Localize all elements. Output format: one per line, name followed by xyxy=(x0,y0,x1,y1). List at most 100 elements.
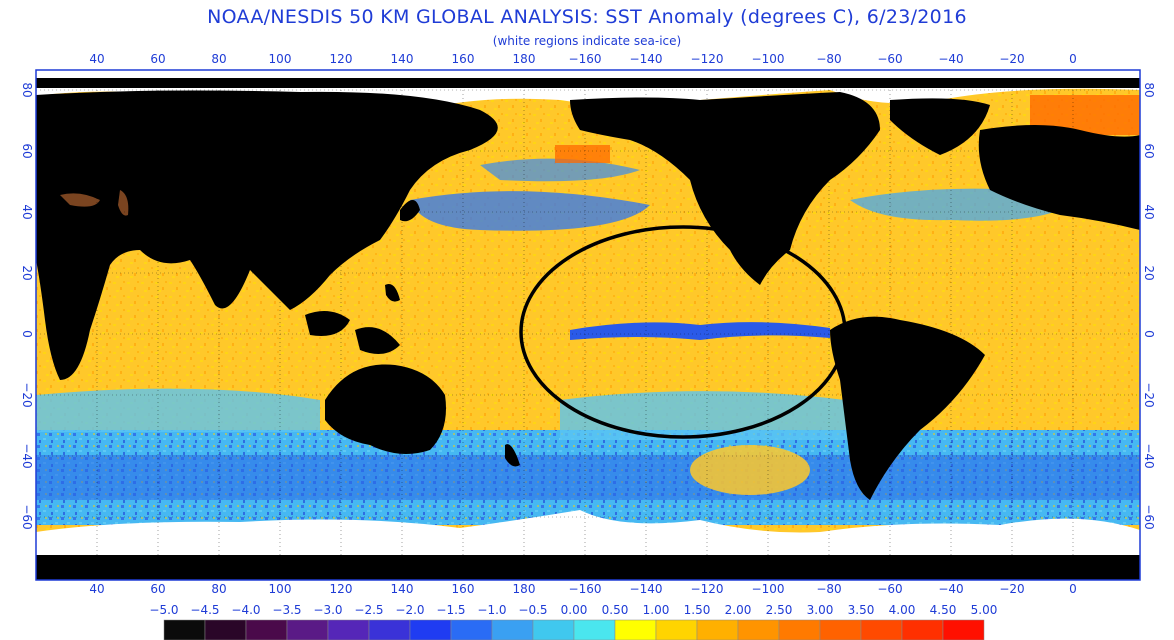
colorbar-swatch xyxy=(163,619,206,640)
longitude-tick-label: 120 xyxy=(329,582,353,596)
colorbar-tick-label: −1.5 xyxy=(436,603,466,617)
arctic-land-strip xyxy=(36,78,1140,88)
longitude-tick-label: −80 xyxy=(816,582,842,596)
colorbar-swatch xyxy=(696,619,739,640)
longitude-tick-label: 180 xyxy=(512,52,536,66)
bering-warm-patch xyxy=(555,145,610,163)
colorbar-swatch xyxy=(409,619,452,640)
longitude-tick-label: 140 xyxy=(390,582,414,596)
colorbar-swatch xyxy=(450,619,493,640)
colorbar-tick-label: −4.0 xyxy=(231,603,261,617)
longitude-tick-label: −60 xyxy=(877,582,903,596)
latitude-tick-label: −20 xyxy=(1142,382,1156,408)
north-america xyxy=(570,92,880,285)
latitude-tick-label: 80 xyxy=(20,82,34,98)
latitude-tick-label: 60 xyxy=(20,143,34,159)
colorbar-swatch xyxy=(819,619,862,640)
colorbar-tick-label: −3.5 xyxy=(272,603,302,617)
latitude-tick-label: −40 xyxy=(1142,443,1156,469)
longitude-tick-label: 160 xyxy=(451,52,475,66)
latitude-tick-label: 0 xyxy=(20,330,34,338)
longitude-tick-label: 160 xyxy=(451,582,475,596)
latitude-tick-label: 20 xyxy=(1142,265,1156,281)
longitude-tick-label: 0 xyxy=(1069,582,1077,596)
longitude-tick-label: 60 xyxy=(150,52,166,66)
longitude-tick-label: −120 xyxy=(690,582,724,596)
longitude-tick-label: 60 xyxy=(150,582,166,596)
sumatra-borneo xyxy=(305,311,350,336)
colorbar-swatch xyxy=(942,619,985,640)
latitude-tick-label: 60 xyxy=(1142,143,1156,159)
colorbar-tick-label: 3.50 xyxy=(847,603,875,617)
longitude-tick-label: 100 xyxy=(268,582,292,596)
aral-sea xyxy=(118,190,129,216)
colorbar-swatch xyxy=(532,619,575,640)
latitude-tick-label: 0 xyxy=(1142,330,1156,338)
latitude-tick-label: 40 xyxy=(1142,204,1156,220)
longitude-tick-label: −160 xyxy=(568,52,602,66)
colorbar-tick-label: 5.00 xyxy=(970,603,998,617)
colorbar-tick-label: −5.0 xyxy=(149,603,179,617)
colorbar-swatch xyxy=(655,619,698,640)
colorbar-tick-label: 2.50 xyxy=(765,603,793,617)
colorbar-tick-label: −0.5 xyxy=(518,603,548,617)
colorbar-swatch xyxy=(573,619,616,640)
greenland xyxy=(890,98,990,155)
colorbar-swatch xyxy=(204,619,247,640)
longitude-tick-label: −80 xyxy=(816,52,842,66)
eurasia-africa xyxy=(36,90,498,380)
colorbar-tick-label: 3.00 xyxy=(806,603,834,617)
latitude-tick-label: 80 xyxy=(1142,82,1156,98)
colorbar-tick-label: −4.5 xyxy=(190,603,220,617)
longitude-tick-label: −40 xyxy=(938,52,964,66)
colorbar-tick-label: −2.0 xyxy=(395,603,425,617)
indian-ocean-south-cool xyxy=(36,388,320,432)
longitude-tick-label: −160 xyxy=(568,582,602,596)
longitude-tick-label: −40 xyxy=(938,582,964,596)
colorbar-tick-label: 0.50 xyxy=(601,603,629,617)
map-frame xyxy=(35,69,1141,581)
latitude-tick-label: 40 xyxy=(20,204,34,220)
colorbar-tick-label: 1.50 xyxy=(683,603,711,617)
colorbar-tick-label: −1.0 xyxy=(477,603,507,617)
caspian-sea xyxy=(60,193,100,207)
longitude-tick-label: −140 xyxy=(629,582,663,596)
graticule xyxy=(36,78,1140,580)
equatorial-cold-tongue xyxy=(570,322,830,340)
colorbar-tick-label: −3.0 xyxy=(313,603,343,617)
el-nino-region-circle xyxy=(519,225,847,439)
longitude-tick-label: −20 xyxy=(999,582,1025,596)
colorbar-swatch xyxy=(860,619,903,640)
longitude-tick-label: 80 xyxy=(211,582,227,596)
map-subtitle: (white regions indicate sea-ice) xyxy=(492,34,682,48)
colorbar-tick-label: 0.00 xyxy=(560,603,588,617)
colorbar-tick-label: 1.00 xyxy=(642,603,670,617)
south-pacific-warm-patch xyxy=(690,445,810,495)
map-title: NOAA/NESDIS 50 KM GLOBAL ANALYSIS: SST A… xyxy=(207,6,967,28)
map-canvas xyxy=(36,78,1140,580)
philippines xyxy=(385,284,400,302)
north-pacific-cool-band xyxy=(410,191,650,231)
europe xyxy=(978,125,1140,230)
colorbar-swatch xyxy=(368,619,411,640)
longitude-tick-label: 100 xyxy=(268,52,292,66)
colorbar-swatch xyxy=(245,619,288,640)
longitude-tick-label: 140 xyxy=(390,52,414,66)
colorbar-tick-label: 4.50 xyxy=(929,603,957,617)
colorbar-swatch xyxy=(286,619,329,640)
colorbar-swatch xyxy=(327,619,370,640)
longitude-tick-label: 0 xyxy=(1069,52,1077,66)
colorbar-swatch xyxy=(737,619,780,640)
latitude-tick-label: 20 xyxy=(20,265,34,281)
longitude-tick-label: 40 xyxy=(89,52,105,66)
colorbar-swatch xyxy=(614,619,657,640)
longitude-tick-label: −100 xyxy=(751,52,785,66)
colorbar-tick-label: −2.5 xyxy=(354,603,384,617)
longitude-tick-label: −120 xyxy=(690,52,724,66)
southern-ocean-cold-band xyxy=(36,455,1140,500)
longitude-tick-label: −100 xyxy=(751,582,785,596)
latitude-tick-label: −20 xyxy=(20,382,34,408)
colorbar-tick-label: 2.00 xyxy=(724,603,752,617)
japan xyxy=(400,200,420,222)
longitude-tick-label: −140 xyxy=(629,52,663,66)
